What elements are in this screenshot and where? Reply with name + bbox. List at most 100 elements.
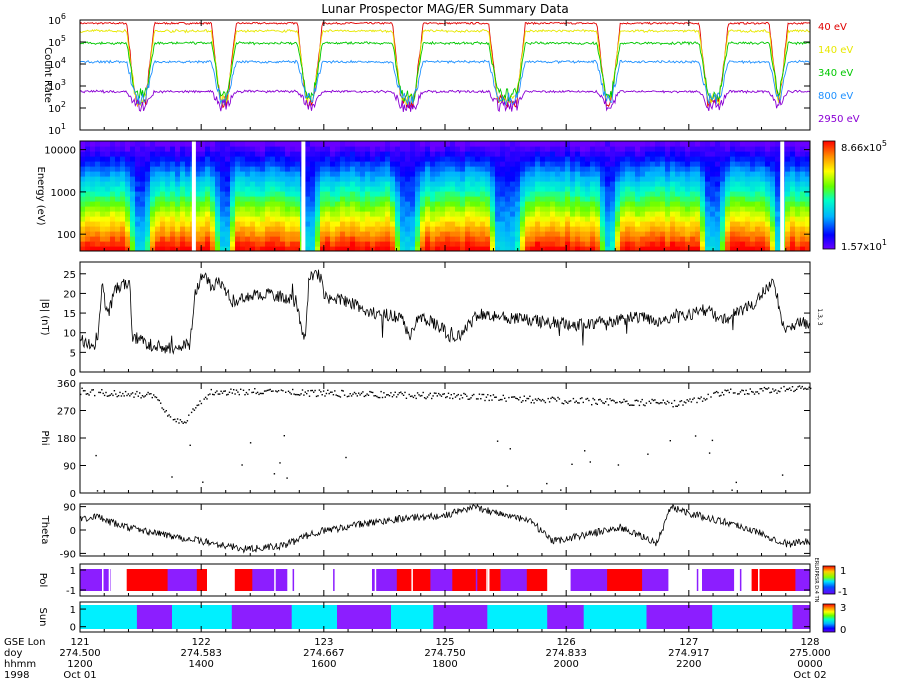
spectrogram-cell [490, 211, 496, 217]
spectrogram-cell [620, 246, 626, 251]
spectrogram-cell [90, 156, 96, 162]
spectrogram-cell [95, 196, 101, 202]
spectrogram-cell [315, 141, 321, 147]
spectrogram-cell [555, 246, 561, 251]
spectrogram-cell [130, 156, 136, 162]
spectrogram-cell [400, 201, 406, 207]
spectrogram-cell [380, 151, 386, 157]
spectrogram-cell [405, 141, 411, 147]
spectrogram-cell [110, 221, 116, 227]
spectrogram-cell [410, 196, 416, 202]
spectrogram-cell [230, 156, 236, 162]
spectrogram-cell [560, 221, 566, 227]
spectrogram-cell [435, 146, 441, 152]
phi-point [182, 422, 184, 424]
spectrogram-cell [90, 206, 96, 212]
spectrogram-cell [415, 191, 421, 197]
spectrogram-cell [175, 226, 181, 232]
spectrogram-cell [705, 161, 711, 167]
spectrogram-cell [170, 206, 176, 212]
spectrogram-cell [160, 141, 166, 147]
spectrogram-cell [225, 161, 231, 167]
phi-point [388, 395, 391, 397]
polarity-flip [475, 569, 478, 591]
spectrogram-cell [205, 246, 211, 251]
phi-point [379, 396, 381, 399]
spectrogram-cell [660, 181, 666, 187]
spectrogram-cell [350, 226, 356, 232]
spectrogram-cell [130, 151, 136, 157]
spectrogram-cell [535, 216, 541, 222]
spectrogram-cell [240, 236, 246, 242]
spectrogram-cell [400, 176, 406, 182]
spectrogram-cell [165, 211, 171, 217]
spectrogram-cell [465, 161, 471, 167]
polarity-panel: 1-1 Pol ERLRPRSR D:4 TN 1 -1 [37, 558, 848, 603]
spectrogram-cell [545, 191, 551, 197]
spectrogram-cell [135, 151, 141, 157]
spectrogram-cell [660, 141, 666, 147]
spectrogram-cell [615, 226, 621, 232]
spectrogram-cell [260, 166, 266, 172]
spectrogram-cell [470, 236, 476, 242]
phi-point [140, 397, 142, 399]
phi-point [331, 391, 333, 393]
count-rate-line-40-eV [79, 21, 811, 110]
spectrogram-cell [575, 246, 581, 251]
spectrogram-cell [320, 201, 326, 207]
spectrogram-cell [135, 166, 141, 172]
spectrogram-cell [470, 231, 476, 237]
spectrogram-cell [275, 196, 281, 202]
spectrogram-data-gap [191, 141, 196, 251]
spectrogram-cell [590, 216, 596, 222]
phi-point [773, 390, 775, 392]
phi-point [124, 390, 127, 393]
phi-point [620, 402, 622, 404]
spectrogram-cell [335, 211, 341, 217]
spectrogram-cell [525, 236, 531, 242]
spectrogram-cell [110, 151, 116, 157]
spectrogram-cell [595, 181, 601, 187]
polarity-segment-white [110, 569, 128, 591]
spectrogram-cell [495, 206, 501, 212]
spectrogram-cell [685, 171, 691, 177]
spectrogram-cell [450, 221, 456, 227]
spectrogram-cell [400, 211, 406, 217]
spectrogram-cell [145, 181, 151, 187]
spectrogram-cell [90, 196, 96, 202]
spectrogram-cell [350, 171, 356, 177]
spectrogram-cell [485, 216, 491, 222]
polarity-colorbar [822, 565, 836, 595]
spectrogram-cell [655, 171, 661, 177]
phi-point [541, 398, 544, 401]
spectrogram-cell [80, 226, 86, 232]
spectrogram-cell [385, 216, 391, 222]
spectrogram-cell [280, 161, 286, 167]
spectrogram-cell [200, 166, 206, 172]
spectrogram-cell [170, 221, 176, 227]
spectrogram-cell [195, 161, 201, 167]
spectrogram-cell [630, 216, 636, 222]
spectrogram-cell [585, 156, 591, 162]
spectrogram-cell [610, 151, 616, 157]
spectrogram-cell [90, 231, 96, 237]
spectrogram-cell [590, 226, 596, 232]
polarity-ytick-label: -1 [66, 586, 76, 597]
spectrogram-cell [730, 236, 736, 242]
phi-point [648, 400, 650, 403]
spectrogram-cell [475, 151, 481, 157]
phi-point [387, 394, 389, 396]
spectrogram-cell [415, 226, 421, 232]
spectrogram-cell [770, 226, 776, 232]
spectrogram-cell [240, 206, 246, 212]
spectrogram-cell [330, 151, 336, 157]
spectrogram-cell [520, 151, 526, 157]
spectrogram-cell [735, 196, 741, 202]
spectrogram-cell [170, 201, 176, 207]
spectrogram-cell [180, 246, 186, 251]
phi-point [391, 396, 394, 398]
phi-point [569, 400, 572, 402]
phi-point [237, 391, 239, 393]
spectrogram-cell [705, 156, 711, 162]
spectrogram-cell [325, 176, 331, 182]
